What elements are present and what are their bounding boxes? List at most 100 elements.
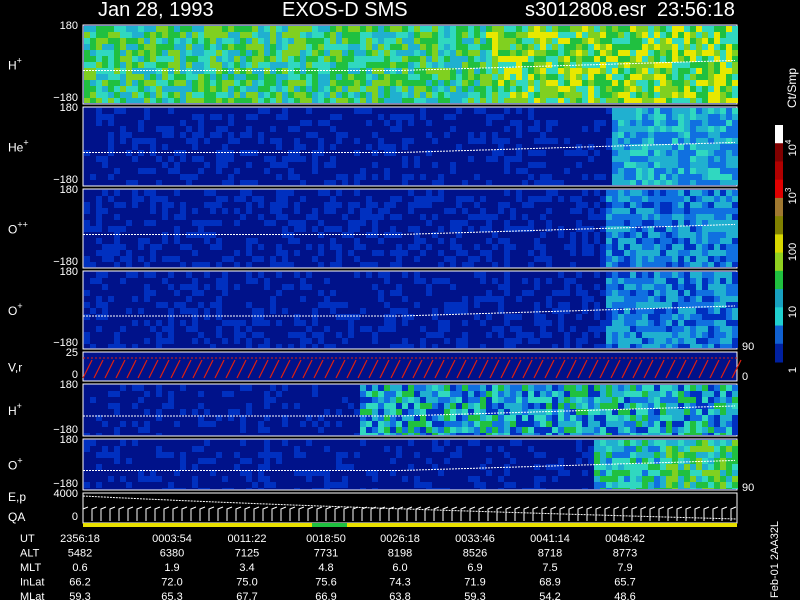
spectrogram-cell: [732, 150, 738, 156]
spectrogram-cell: [684, 397, 690, 403]
spectrogram-cell: [654, 202, 660, 208]
spectrogram-cell: [654, 464, 660, 470]
spectrogram-cell: [384, 144, 390, 150]
spectrogram-cell: [498, 202, 504, 208]
spectrogram-cell: [414, 256, 420, 262]
spectrogram-cell: [402, 421, 408, 427]
spectrogram-cell: [732, 232, 738, 238]
spectrogram-cell: [726, 144, 732, 150]
spectrogram-cell: [210, 50, 216, 56]
spectrogram-cell: [672, 114, 678, 120]
spectrogram-cell: [618, 214, 624, 220]
panel-label-text: He: [8, 141, 24, 155]
spectrogram-cell: [126, 38, 132, 44]
spectrogram-cell: [282, 26, 288, 32]
spectrogram-cell: [354, 38, 360, 44]
spectrogram-cell: [174, 168, 180, 174]
spectrogram-cell: [606, 476, 612, 482]
spectrogram-cell: [348, 326, 354, 332]
spectrogram-cell: [474, 56, 480, 62]
spectrogram-cell: [534, 338, 540, 344]
spectrogram-cell: [624, 427, 630, 433]
spectrogram-cell: [126, 458, 132, 464]
spectrogram-cell: [720, 208, 726, 214]
spectrogram-cell: [138, 86, 144, 92]
spectrogram-cell: [210, 32, 216, 38]
ephemeris-value: 7731: [314, 548, 338, 560]
spectrogram-cell: [432, 464, 438, 470]
spectrogram-cell: [702, 302, 708, 308]
spectrogram-cell: [168, 397, 174, 403]
spectrogram-cell: [702, 320, 708, 326]
spectrogram-cell: [624, 250, 630, 256]
spectrogram-cell: [654, 314, 660, 320]
spectrogram-cell: [630, 290, 636, 296]
spectrogram-cell: [378, 421, 384, 427]
spectrogram-cell: [162, 214, 168, 220]
spectrogram-cell: [180, 80, 186, 86]
spectrogram-cell: [408, 120, 414, 126]
spectrogram-cell: [264, 397, 270, 403]
spectrogram-cell: [612, 385, 618, 391]
spectrogram-cell: [270, 92, 276, 98]
spectrogram-cell: [654, 290, 660, 296]
spectrogram-cell: [96, 202, 102, 208]
spectrogram-cell: [606, 244, 612, 250]
spectrogram-cell: [150, 244, 156, 250]
spectrogram-cell: [474, 391, 480, 397]
spectrogram-cell: [708, 196, 714, 202]
spectrogram-cell: [540, 403, 546, 409]
spectrogram-cell: [492, 38, 498, 44]
panel-label-text: O: [8, 304, 17, 318]
spectrogram-cell: [588, 326, 594, 332]
spectrogram-cell: [270, 397, 276, 403]
spectrogram-cell: [246, 302, 252, 308]
spectrogram-cell: [666, 190, 672, 196]
spectrogram-cell: [648, 132, 654, 138]
spectrogram-cell: [180, 262, 186, 267]
spectrogram-cell: [246, 262, 252, 267]
spectrogram-cell: [720, 38, 726, 44]
spectrogram-cell: [384, 278, 390, 284]
spectrogram-cell: [426, 92, 432, 98]
spectrogram-cell: [672, 32, 678, 38]
spectrogram-cell: [438, 190, 444, 196]
spectrogram-cell: [714, 80, 720, 86]
spectrogram-cell: [696, 144, 702, 150]
spectrogram-cell: [678, 86, 684, 92]
spectrogram-cell: [234, 92, 240, 98]
spectrogram-cell: [732, 272, 738, 278]
spectrogram-cell: [462, 427, 468, 433]
spectrogram-cell: [450, 256, 456, 262]
spectrogram-cell: [150, 92, 156, 98]
spectrogram-cell: [702, 80, 708, 86]
spectrogram-cell: [480, 92, 486, 98]
spectrogram-cell: [318, 32, 324, 38]
spectrogram-cell: [396, 214, 402, 220]
spectrogram-cell: [684, 464, 690, 470]
spectrogram-cell: [660, 272, 666, 278]
spectrogram-cell: [720, 92, 726, 98]
spectrogram-cell: [192, 326, 198, 332]
spectrogram-cell: [540, 92, 546, 98]
spectrogram-cell: [714, 256, 720, 262]
spectrogram-cell: [498, 488, 504, 489]
spectrogram-cell: [402, 86, 408, 92]
spectrogram-cell: [714, 68, 720, 74]
spectrogram-cell: [450, 452, 456, 458]
spectrogram-cell: [582, 338, 588, 344]
spectrogram-cell: [612, 114, 618, 120]
spectrogram-cell: [96, 196, 102, 202]
spectrogram-cell: [198, 403, 204, 409]
spectrogram-cell: [504, 238, 510, 244]
spectrogram-cell: [258, 62, 264, 68]
spectrogram-cell: [636, 68, 642, 74]
spectrogram-cell: [516, 440, 522, 446]
spectrogram-cell: [666, 470, 672, 476]
spectrogram-cell: [618, 290, 624, 296]
spectrogram-cell: [480, 427, 486, 433]
spectrogram-cell: [408, 32, 414, 38]
spectrogram-cell: [168, 488, 174, 489]
spectrogram-cell: [714, 272, 720, 278]
spectrogram-cell: [582, 415, 588, 421]
